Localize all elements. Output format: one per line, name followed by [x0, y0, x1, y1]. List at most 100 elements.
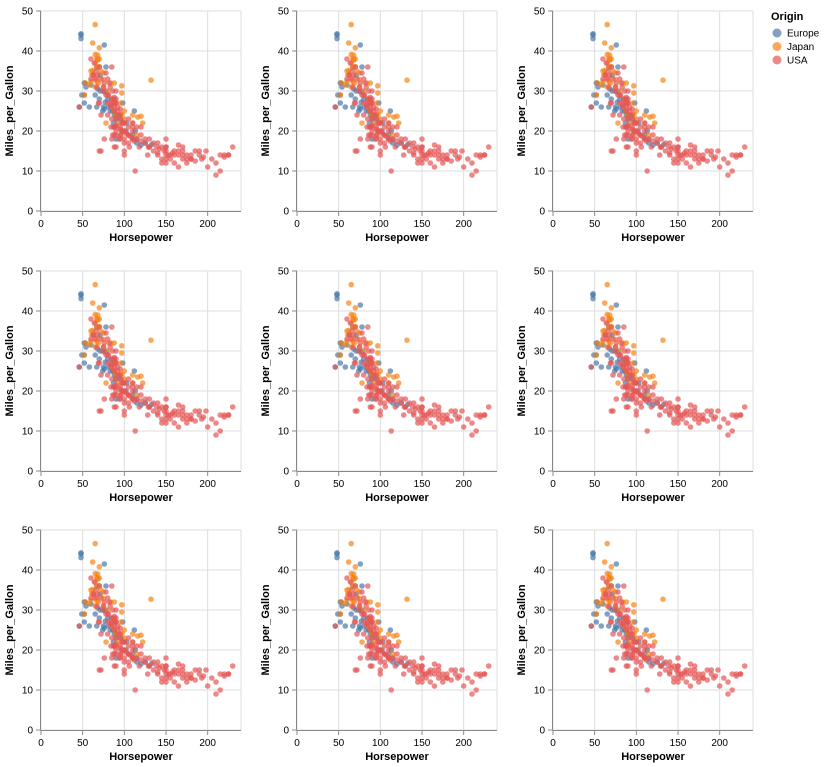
data-point-usa — [650, 132, 656, 138]
data-point-europe — [338, 619, 344, 625]
data-point-usa — [624, 392, 630, 398]
data-point-usa — [473, 168, 479, 174]
data-point-usa — [369, 88, 375, 94]
y-tick-label: 0 — [27, 726, 33, 737]
data-point-usa — [654, 655, 660, 661]
data-point-usa — [634, 400, 640, 406]
data-point-usa — [378, 400, 384, 406]
data-point-japan — [386, 631, 392, 637]
legend-label-europe: Europe — [787, 29, 820, 40]
legend: Origin EuropeJapanUSA — [771, 11, 820, 67]
data-point-europe — [334, 32, 340, 38]
y-tick-label: 30 — [22, 347, 34, 358]
data-point-europe — [604, 352, 610, 358]
data-point-usa — [624, 96, 630, 102]
data-point-usa — [112, 392, 118, 398]
data-point-usa — [390, 384, 396, 390]
data-point-usa — [696, 675, 702, 681]
data-point-usa — [113, 663, 119, 669]
data-point-usa — [461, 164, 467, 170]
data-point-usa — [163, 160, 169, 166]
data-point-usa — [632, 120, 638, 126]
data-point-usa — [172, 420, 178, 426]
data-point-usa — [629, 106, 635, 112]
x-tick-label: 100 — [628, 738, 645, 749]
data-point-japan — [609, 56, 615, 62]
data-point-usa — [122, 659, 128, 665]
data-point-usa — [613, 344, 619, 350]
data-point-usa — [123, 130, 129, 136]
data-point-japan — [375, 90, 381, 96]
data-point-usa — [123, 390, 129, 396]
y-tick-label: 20 — [534, 646, 546, 657]
data-point-usa — [92, 60, 98, 66]
y-tick-label: 30 — [534, 87, 546, 98]
data-point-usa — [436, 663, 442, 669]
data-point-japan — [138, 632, 144, 638]
data-point-japan — [119, 609, 125, 615]
data-point-usa — [646, 643, 652, 649]
data-point-usa — [692, 663, 698, 669]
data-point-usa — [105, 619, 111, 625]
data-point-japan — [90, 40, 96, 46]
data-point-usa — [373, 396, 379, 402]
data-point-usa — [365, 324, 371, 330]
data-point-usa — [419, 655, 425, 661]
data-point-usa — [610, 112, 616, 118]
data-point-usa — [353, 408, 359, 414]
data-point-usa — [113, 88, 119, 94]
data-point-usa — [126, 643, 132, 649]
data-point-usa — [132, 168, 138, 174]
y-tick-label: 40 — [22, 47, 34, 58]
data-point-usa — [382, 635, 388, 641]
data-point-japan — [119, 83, 125, 89]
data-point-japan — [130, 372, 136, 378]
y-tick-label: 0 — [539, 467, 545, 478]
data-point-usa — [469, 420, 475, 426]
data-point-usa — [163, 655, 169, 661]
x-tick-label: 100 — [116, 219, 133, 230]
data-point-usa — [192, 667, 198, 673]
x-tick-label: 200 — [199, 219, 216, 230]
x-tick-label: 100 — [628, 479, 645, 490]
y-tick-label: 20 — [534, 127, 546, 138]
y-tick-label: 40 — [278, 566, 290, 577]
data-point-usa — [629, 136, 635, 142]
data-point-japan — [97, 316, 103, 322]
data-point-usa — [459, 667, 465, 673]
data-point-usa — [97, 667, 103, 673]
data-point-usa — [364, 643, 370, 649]
data-point-usa — [359, 70, 365, 76]
data-point-usa — [682, 150, 688, 156]
data-point-usa — [112, 651, 118, 657]
data-point-japan — [368, 340, 374, 346]
data-point-usa — [436, 404, 442, 410]
data-point-usa — [393, 404, 399, 410]
data-point-usa — [634, 140, 640, 146]
data-point-usa — [369, 144, 375, 150]
data-point-usa — [725, 420, 731, 426]
data-point-usa — [103, 330, 109, 336]
y-tick-label: 40 — [22, 566, 34, 577]
data-point-usa — [353, 667, 359, 673]
data-point-usa — [725, 172, 731, 178]
data-point-usa — [625, 404, 631, 410]
data-point-usa — [97, 148, 103, 154]
data-point-usa — [203, 667, 209, 673]
data-point-usa — [734, 673, 740, 679]
data-point-europe — [87, 364, 93, 370]
data-point-usa — [617, 76, 623, 82]
y-tick-label: 10 — [278, 686, 290, 697]
data-point-usa — [354, 631, 360, 637]
data-point-usa — [629, 366, 635, 372]
data-point-usa — [379, 390, 385, 396]
data-point-usa — [383, 663, 389, 669]
data-point-japan — [624, 80, 630, 86]
data-point-japan — [660, 596, 666, 602]
data-point-usa — [127, 663, 133, 669]
data-point-usa — [609, 667, 615, 673]
data-point-usa — [147, 404, 153, 410]
data-point-usa — [688, 424, 694, 430]
data-point-japan — [650, 373, 656, 379]
data-point-usa — [419, 136, 425, 142]
